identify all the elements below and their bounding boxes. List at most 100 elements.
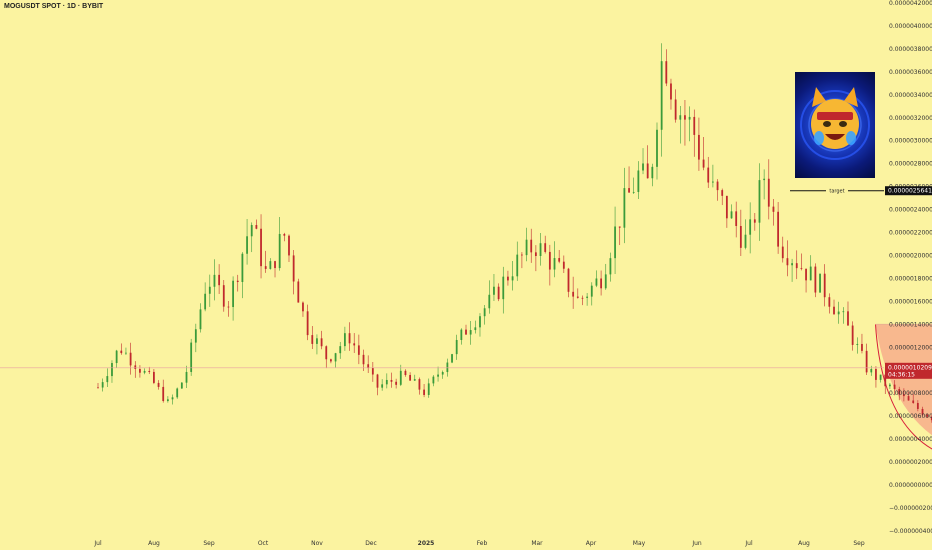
- candle-body: [600, 278, 602, 289]
- candle-body: [618, 226, 621, 228]
- candle-body: [684, 115, 686, 120]
- candle-body: [875, 368, 877, 380]
- y-tick-label: 0.0000006000: [889, 413, 932, 420]
- candle-body: [208, 286, 211, 294]
- candle-body: [297, 281, 300, 303]
- candle-body: [725, 195, 728, 219]
- candle-body: [115, 350, 118, 364]
- candle-body: [325, 346, 328, 360]
- x-tick-label: Feb: [477, 540, 488, 547]
- candle-body: [833, 306, 835, 315]
- candle-body: [469, 330, 472, 335]
- candle-body: [362, 354, 365, 365]
- candle-body: [879, 374, 882, 380]
- candlesticks: [0, 43, 932, 423]
- candle-body: [870, 368, 873, 373]
- candle-body: [451, 354, 453, 363]
- candle-body: [837, 311, 840, 315]
- candle-body: [772, 206, 775, 212]
- candle-body: [460, 329, 463, 340]
- candle-body: [264, 266, 267, 269]
- y-tick-label: 0.0000032000: [889, 115, 932, 122]
- candle-body: [125, 352, 127, 354]
- candle-body: [343, 333, 346, 347]
- target-line-group: target: [790, 186, 884, 195]
- candle-body: [507, 276, 509, 281]
- candle-body: [688, 116, 691, 120]
- target-price-text: 0.0000025641: [888, 188, 932, 195]
- candle-body: [381, 384, 384, 388]
- candle-body: [567, 268, 570, 292]
- candle-body: [250, 225, 253, 237]
- x-tick-label: Sep: [853, 540, 865, 547]
- y-tick-label: 0.0000020000: [889, 252, 932, 259]
- candle-body: [819, 273, 821, 293]
- y-tick-label: 0.0000012000: [889, 344, 932, 351]
- x-tick-label: Sep: [203, 540, 215, 547]
- candle-body: [194, 329, 197, 343]
- y-tick-label: 0.0000000000: [889, 482, 932, 489]
- candle-body: [409, 375, 412, 381]
- candle-body: [199, 309, 202, 330]
- candle-body: [129, 352, 132, 366]
- candle-body: [483, 308, 486, 317]
- candle-body: [320, 338, 323, 347]
- candle-body: [926, 414, 929, 417]
- candle-body: [521, 254, 523, 256]
- candle-body: [246, 236, 248, 254]
- candle-body: [651, 166, 654, 179]
- candle-body: [758, 180, 761, 223]
- last-price-text: 0.0000010209: [888, 364, 932, 371]
- chart-symbol-title: MOGUSDT SPOT · 1D · BYBIT: [4, 3, 104, 10]
- candle-body: [190, 342, 193, 372]
- candle-body: [357, 345, 360, 355]
- candle-body: [185, 371, 188, 383]
- candle-body: [227, 306, 230, 308]
- candle-body: [544, 243, 547, 252]
- candle-body: [241, 253, 244, 283]
- candle-body: [562, 261, 565, 269]
- candle-body: [679, 115, 682, 120]
- candle-body: [330, 359, 332, 362]
- candle-body: [721, 190, 724, 196]
- candle-body: [367, 364, 370, 368]
- candle-body: [180, 382, 183, 389]
- x-tick-label: Oct: [258, 540, 269, 547]
- x-tick-label: 2025: [418, 540, 435, 547]
- candle-body: [828, 297, 831, 307]
- y-tick-label: 0.0000002000: [889, 459, 932, 466]
- candle-body: [166, 399, 169, 402]
- candle-body: [539, 243, 542, 256]
- candle-body: [847, 311, 849, 326]
- candle-body: [390, 379, 393, 382]
- y-tick-label: 0.0000042000: [889, 0, 932, 7]
- candle-body: [437, 374, 439, 377]
- cup-curve: [875, 324, 932, 450]
- y-tick-label: 0.0000036000: [889, 69, 932, 76]
- candle-body: [711, 181, 714, 183]
- candle-body: [283, 233, 286, 236]
- candle-body: [97, 387, 99, 389]
- x-tick-label: Jul: [744, 540, 753, 547]
- x-tick-label: Jul: [93, 540, 102, 547]
- candle-body: [278, 233, 281, 269]
- x-axis: Jul Aug Sep Oct Nov Dec 2025 Feb Mar Apr May Jun Jul…: [93, 540, 864, 547]
- candle-body: [739, 225, 742, 248]
- candle-body: [604, 274, 607, 289]
- candle-body: [311, 335, 314, 344]
- candle-body: [893, 384, 896, 390]
- candle-body: [576, 296, 579, 298]
- candle-body: [781, 246, 784, 259]
- mog-cat-logo-image: [795, 72, 875, 178]
- candle-body: [111, 363, 113, 377]
- candle-body: [455, 339, 458, 355]
- candle-body: [707, 167, 710, 183]
- target-label: target: [829, 189, 844, 195]
- y-tick-label: 0.0000030000: [889, 138, 932, 145]
- candle-body: [143, 370, 146, 373]
- candle-body: [152, 371, 155, 383]
- y-tick-label: 0.0000040000: [889, 23, 932, 30]
- candle-body: [376, 374, 379, 388]
